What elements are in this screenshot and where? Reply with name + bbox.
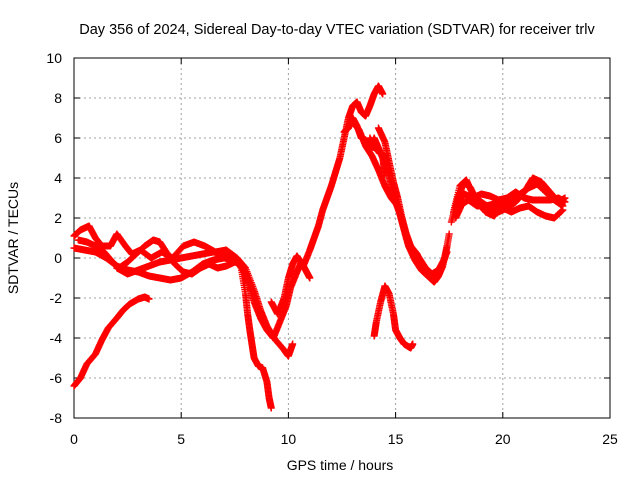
- data-point: [445, 230, 453, 238]
- data-series-11: [370, 282, 417, 352]
- x-tick-labels: 0 5 10 15 20 25: [70, 431, 618, 447]
- y-tick-label: -4: [50, 330, 63, 346]
- data-series-15: [452, 188, 569, 210]
- y-tick-label: -8: [50, 410, 63, 426]
- y-tick-label: 2: [54, 210, 62, 226]
- x-tick-label: 25: [602, 431, 618, 447]
- y-tick-label: 10: [46, 50, 62, 66]
- data-points: [70, 82, 569, 412]
- x-axis-label: GPS time / hours: [287, 457, 394, 473]
- y-tick-label: -2: [50, 290, 63, 306]
- y-tick-label: 0: [54, 250, 62, 266]
- data-series-2: [70, 222, 297, 360]
- y-axis-label: SDTVAR / TECUs: [5, 182, 21, 294]
- x-tick-label: 0: [70, 431, 78, 447]
- y-tick-label: -6: [50, 370, 63, 386]
- chart-title: Day 356 of 2024, Sidereal Day-to-day VTE…: [79, 22, 595, 38]
- data-series-6: [267, 82, 387, 318]
- data-point: [306, 274, 314, 282]
- grid: [74, 58, 610, 418]
- data-series-10: [366, 134, 451, 286]
- data-series-5: [113, 248, 275, 412]
- y-tick-label: 8: [54, 90, 62, 106]
- data-point: [145, 295, 153, 303]
- x-tick-label: 10: [281, 431, 297, 447]
- y-tick-label: 4: [54, 170, 62, 186]
- data-point: [379, 90, 387, 98]
- data-point: [409, 340, 417, 348]
- data-point: [559, 206, 567, 214]
- y-tick-label: 6: [54, 130, 62, 146]
- x-tick-label: 5: [177, 431, 185, 447]
- data-series-14: [452, 196, 567, 222]
- data-point: [289, 340, 297, 348]
- y-tick-labels: -8 -6 -4 -2 0 2 4 6 8 10: [46, 50, 62, 426]
- data-point: [443, 242, 451, 250]
- data-series-1: [70, 293, 153, 390]
- x-tick-label: 20: [495, 431, 511, 447]
- data-point: [561, 198, 569, 206]
- data-point: [267, 404, 275, 412]
- x-tick-label: 15: [388, 431, 404, 447]
